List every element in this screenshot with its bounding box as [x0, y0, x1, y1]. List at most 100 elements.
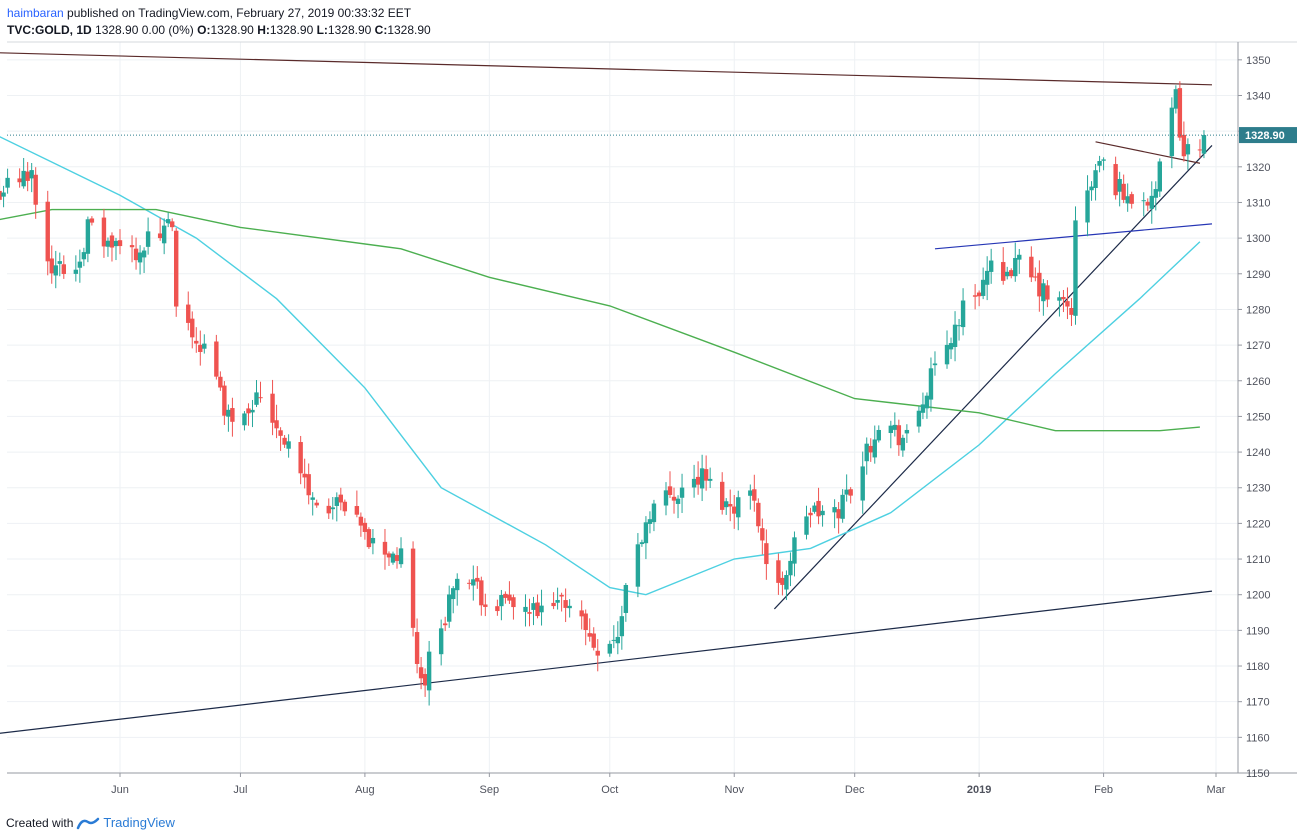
candle-up: [286, 441, 291, 449]
y-tick-label: 1200: [1246, 590, 1270, 602]
candle-down: [418, 667, 424, 679]
candle-up: [804, 516, 809, 535]
candle-up: [426, 651, 432, 691]
candle-down: [274, 420, 279, 429]
candle-up: [1093, 170, 1098, 188]
price-tag-box: [1239, 127, 1297, 144]
candle-down: [117, 240, 123, 247]
candle-up: [1173, 89, 1179, 109]
publish-line: haimbaran published on TradingView.com, …: [7, 5, 1207, 22]
candle-down: [848, 489, 853, 496]
candle-down: [1069, 307, 1074, 315]
candle-down: [382, 541, 388, 555]
candle-up: [226, 409, 231, 417]
candle-down: [479, 580, 484, 606]
candle-up: [1101, 159, 1106, 161]
candle-up: [872, 439, 877, 458]
candle-down: [1181, 134, 1187, 157]
candle-up: [137, 252, 143, 263]
candle-up: [555, 600, 560, 603]
candle-down: [1197, 149, 1203, 151]
trendlines: [0, 52, 1213, 734]
candle-up: [334, 497, 339, 506]
candle-up: [254, 392, 259, 405]
candle-up: [202, 343, 207, 349]
candle-up: [310, 497, 315, 500]
candle-down: [1037, 272, 1042, 297]
candle-up: [390, 553, 396, 563]
close-label: C:: [374, 23, 388, 37]
candle-up: [679, 487, 685, 498]
candle-up: [523, 606, 528, 612]
candle-down: [25, 171, 30, 181]
candle-up: [707, 478, 713, 481]
candle-down: [129, 245, 135, 248]
candle-up: [1169, 107, 1175, 157]
candle-up: [1141, 200, 1146, 202]
candle-down: [61, 264, 66, 274]
author-link[interactable]: haimbaran: [7, 6, 64, 20]
candle-down: [0, 190, 2, 200]
candle-up: [724, 501, 729, 508]
candle-up: [944, 344, 950, 365]
candle-down: [422, 674, 428, 686]
candle-up: [1017, 254, 1022, 260]
y-tick-label: 1320: [1246, 162, 1270, 174]
candle-down: [174, 230, 179, 307]
tradingview-brand[interactable]: TradingView: [103, 815, 175, 830]
candle-up: [1, 192, 6, 197]
candle-up: [1157, 161, 1162, 192]
candle-up: [832, 507, 837, 513]
candle-down: [583, 613, 588, 631]
high-value: 1328.90: [269, 23, 314, 37]
low-value: 1328.90: [327, 23, 372, 37]
candle-down: [306, 474, 311, 496]
candle-up: [567, 605, 572, 609]
candle-up: [451, 588, 456, 600]
candle-up: [948, 343, 954, 350]
candle-down: [703, 469, 709, 481]
candle-up: [1013, 257, 1018, 277]
candle-up: [1201, 135, 1207, 154]
grid: [7, 42, 1238, 774]
candle-down: [198, 344, 203, 353]
candle-up: [398, 548, 404, 565]
y-tick-label: 1250: [1246, 411, 1270, 423]
x-tick-label: Nov: [724, 784, 744, 796]
candle-down: [719, 481, 725, 510]
candle-up: [788, 560, 793, 576]
candle-down: [133, 248, 139, 261]
candle-down: [595, 650, 600, 656]
candle-up: [888, 425, 894, 433]
candle-down: [1001, 262, 1006, 281]
candle-up: [643, 522, 649, 544]
trendline: [1095, 141, 1201, 164]
moving-average-line: [0, 208, 1200, 432]
candle-up: [984, 270, 990, 285]
candle-down: [302, 473, 307, 478]
candle-up: [892, 424, 898, 430]
candle-up: [663, 490, 669, 506]
candle-down: [1061, 296, 1066, 300]
y-tick-label: 1210: [1246, 554, 1270, 566]
candle-up: [691, 478, 697, 488]
candle-down: [298, 442, 303, 474]
candle-down: [780, 577, 785, 585]
candle-up: [932, 363, 938, 366]
y-tick-label: 1240: [1246, 447, 1270, 459]
x-tick-label: Mar: [1207, 784, 1226, 796]
candle-down: [1045, 285, 1050, 300]
candle-down: [591, 633, 596, 648]
candle-down: [559, 594, 564, 597]
candle-down: [358, 516, 364, 526]
candle-up: [924, 395, 930, 409]
candle-up: [864, 443, 869, 462]
candle-down: [1145, 201, 1150, 206]
candle-up: [784, 575, 789, 590]
candle-up: [619, 616, 625, 637]
candle-up: [105, 240, 111, 247]
candle-down: [551, 602, 556, 607]
price-tag-label: 1328.90: [1245, 130, 1285, 142]
candle-down: [1009, 270, 1014, 277]
